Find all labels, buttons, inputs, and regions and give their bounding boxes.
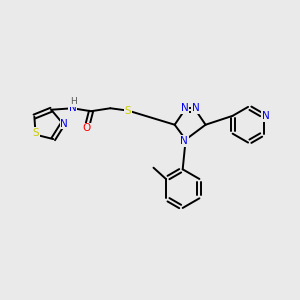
Text: N: N: [262, 111, 270, 121]
Text: H: H: [70, 97, 76, 106]
Text: O: O: [82, 124, 91, 134]
Text: N: N: [181, 103, 189, 113]
Text: N: N: [180, 136, 188, 146]
Text: N: N: [69, 103, 76, 113]
Text: S: S: [125, 106, 131, 116]
Text: N: N: [61, 119, 68, 129]
Text: N: N: [192, 103, 199, 113]
Text: S: S: [32, 128, 39, 138]
